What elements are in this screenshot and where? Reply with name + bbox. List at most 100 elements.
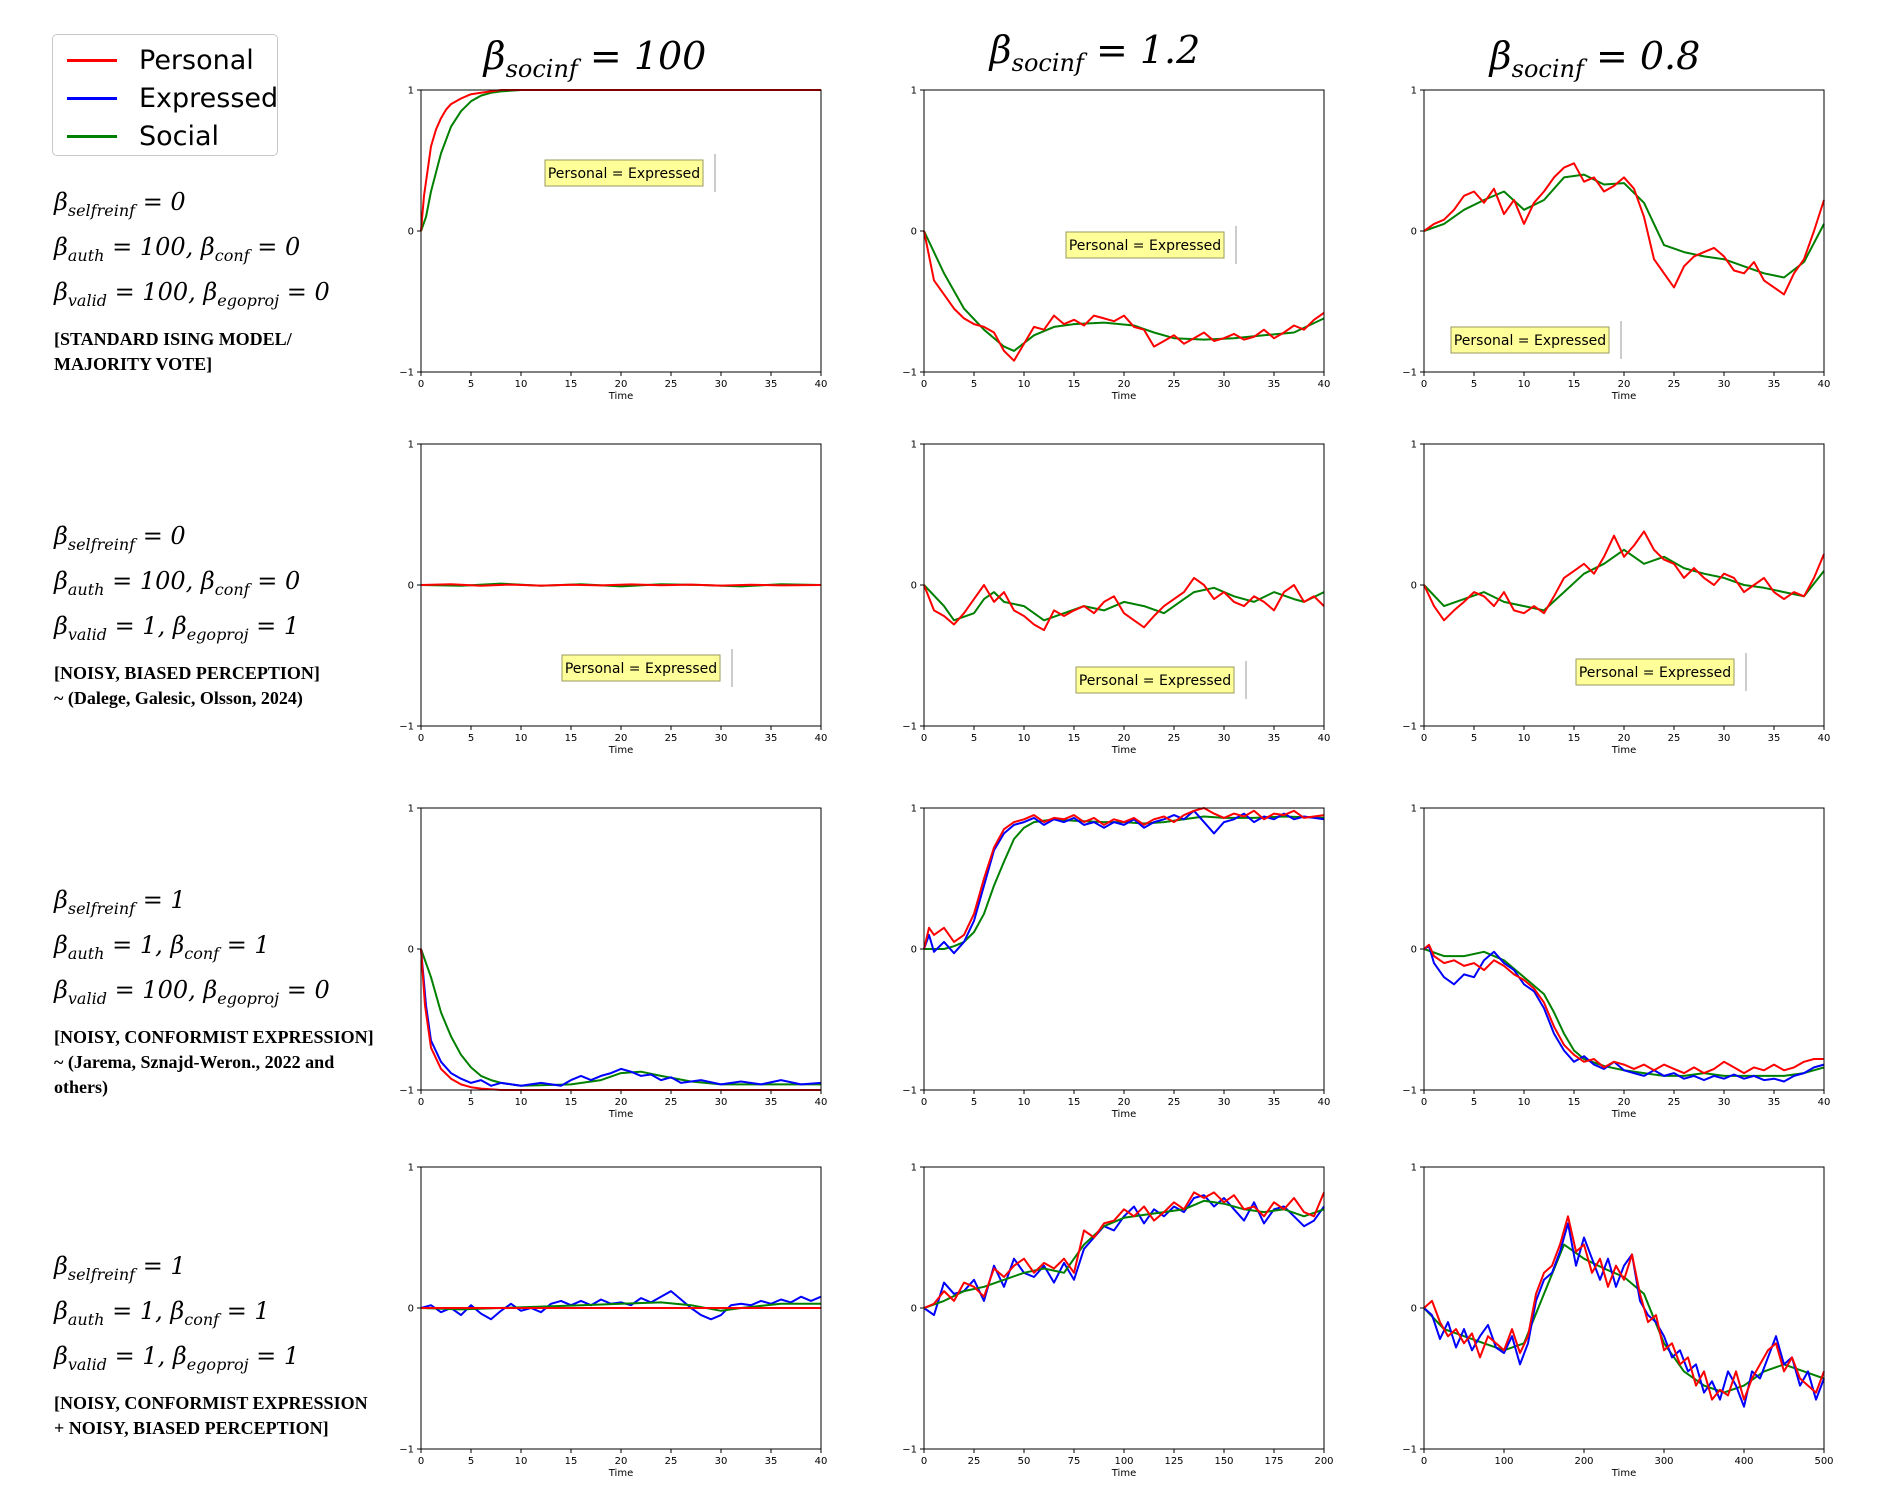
param-line: βselfreinf = 0 [54,518,404,563]
param-line: βselfreinf = 1 [54,1248,404,1293]
x-axis-label: Time [1111,745,1136,756]
column-title-symbol: β [989,28,1012,72]
x-tick-label: 40 [1318,379,1331,390]
row-params-4: βselfreinf = 1 βauth = 1, βconf = 1 βvalid… [54,1248,404,1441]
x-tick-label: 20 [615,1456,628,1467]
x-tick-label: 5 [1471,379,1477,390]
y-tick-label: −1 [399,368,414,379]
param-subscript: valid [67,989,107,1008]
x-tick-label: 15 [565,1456,578,1467]
x-tick-label: 40 [1818,379,1831,390]
series-line-social [420,948,821,1087]
y-tick-label: 0 [911,945,917,956]
x-tick-label: 5 [468,733,474,744]
x-tick-label: 200 [1314,1456,1333,1467]
param-line: βvalid = 100, βegoproj = 0 [54,972,404,1017]
series-line-personal [1423,162,1825,296]
y-tick-label: −1 [902,722,917,733]
x-tick-label: 75 [1068,1456,1081,1467]
param-text: = 1 [219,931,270,959]
chart-panel-r2c1: 0 5 10 15 20 25 30 35 40 −1 0 1 Time Personal = Expre… [399,440,827,757]
param-subscript: selfreinf [67,1265,136,1284]
y-tick-label: 0 [408,227,414,238]
param-text: = 0 [279,976,330,1004]
row-params-2: βselfreinf = 0 βauth = 100, βconf = 0 βval… [54,518,404,711]
series-line-social [1423,948,1825,1077]
param-subscript: conf [184,944,220,963]
series-line-expressed [1423,945,1825,1083]
row-params-1: βselfreinf = 0 βauth = 100, βconf = 0 βval… [54,184,404,377]
x-tick-label: 15 [565,379,578,390]
param-subscript: valid [67,1355,107,1374]
series-line-personal [1423,943,1824,1075]
x-tick-label: 15 [565,733,578,744]
x-tick-label: 100 [1494,1456,1513,1467]
column-title-subscript: socinf [505,55,578,83]
y-tick-label: 1 [408,804,414,815]
x-tick-label: 25 [1668,379,1681,390]
param-line: βauth = 100, βconf = 0 [54,563,404,608]
column-title-3: βsocinf = 0.8 [1405,34,1785,83]
param-text: = 100, β [104,567,215,595]
row-description-line: [NOISY, BIASED PERCEPTION] [54,663,320,683]
x-tick-label: 0 [1421,1456,1427,1467]
x-tick-label: 10 [1018,733,1031,744]
legend-item-social: Social [67,121,219,152]
x-tick-label: 35 [765,1097,778,1108]
param-text: = 1 [248,612,300,640]
legend-label: Personal [139,44,254,76]
x-tick-label: 20 [1618,733,1631,744]
param-subscript: auth [67,1310,105,1329]
plot-frame [420,807,822,1091]
x-tick-label: 50 [1018,1456,1031,1467]
x-tick-label: 10 [1018,379,1031,390]
x-tick-label: 40 [815,379,828,390]
legend-swatch [67,58,117,62]
chart-panel-r4c2: 0 25 50 75 100 125 150 175 200 −1 0 1 Time [902,1163,1333,1480]
x-tick-label: 5 [468,1097,474,1108]
x-tick-label: 20 [1618,379,1631,390]
x-axis-label: Time [608,391,633,402]
x-tick-label: 200 [1574,1456,1593,1467]
param-subscript: conf [184,1310,220,1329]
param-text: = 1 [219,1297,270,1325]
y-tick-label: 1 [1411,804,1417,815]
column-title-subscript: socinf [1011,49,1084,77]
y-tick-label: 0 [911,581,917,592]
row-description-line: + NOISY, BIASED PERCEPTION] [54,1418,329,1438]
y-tick-label: 0 [408,945,414,956]
legend-item-expressed: Expressed [67,83,278,114]
row-description-line: others) [54,1077,108,1097]
x-tick-label: 25 [665,1456,678,1467]
x-tick-label: 400 [1734,1456,1753,1467]
x-tick-label: 30 [1218,1097,1231,1108]
y-tick-label: −1 [1402,368,1417,379]
y-tick-label: 0 [1411,227,1417,238]
param-text: β [54,1297,68,1325]
x-axis-label: Time [1111,1109,1136,1120]
series-line-social [420,89,821,232]
series-line-personal [923,807,1325,950]
x-tick-label: 20 [1118,1097,1131,1108]
param-subscript: selfreinf [67,899,136,918]
param-text: = 1, β [104,931,185,959]
annotation-text: Personal = Expressed [565,661,717,677]
x-tick-label: 10 [515,379,528,390]
param-text: β [54,522,68,550]
plot-frame [923,807,1325,1091]
x-tick-label: 0 [1421,733,1427,744]
row-description-line: [NOISY, CONFORMIST EXPRESSION [54,1393,368,1413]
x-tick-label: 10 [1518,379,1531,390]
param-line: βvalid = 1, βegoproj = 1 [54,1338,404,1383]
y-tick-label: 0 [408,1304,414,1315]
annotation-box: Personal = Expressed [544,154,716,192]
param-text: = 0 [135,522,186,550]
param-line: βauth = 1, βconf = 1 [54,927,404,972]
y-tick-label: −1 [1402,1086,1417,1097]
param-subscript: auth [67,944,105,963]
annotation-box: Personal = Expressed [1575,653,1747,691]
chart-panel-r4c3: 0 100 200 300 400 500 −1 0 1 Time [1402,1163,1833,1480]
x-tick-label: 5 [971,733,977,744]
x-tick-label: 25 [1668,733,1681,744]
x-tick-label: 35 [1268,733,1281,744]
